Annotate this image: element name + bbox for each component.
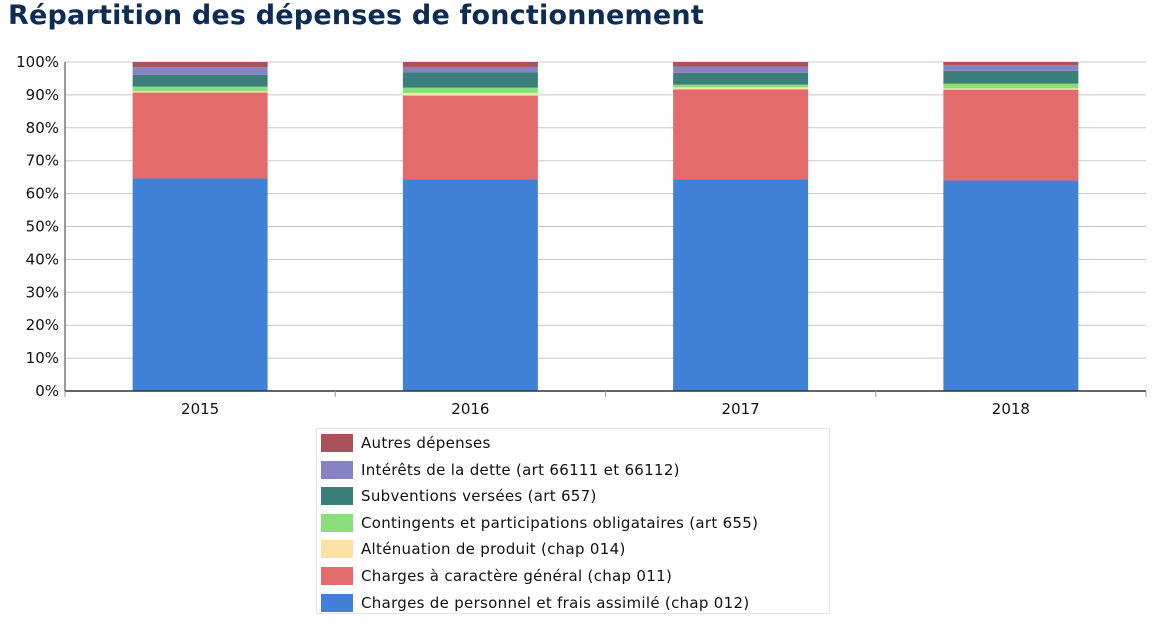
bar-segment [673, 179, 809, 391]
y-tick-label: 70% [26, 152, 59, 170]
x-tick-label: 2015 [181, 400, 219, 418]
legend: Autres dépenses Intérêts de la dette (art… [316, 428, 830, 614]
y-tick-label: 20% [26, 316, 59, 334]
bar-segment [943, 88, 1079, 90]
y-tick-label: 40% [26, 250, 59, 268]
legend-swatch [321, 434, 353, 452]
legend-item: Subventions versées (art 657) [321, 485, 597, 507]
y-tick-label: 30% [26, 283, 59, 301]
y-tick-label: 80% [26, 119, 59, 137]
bar-segment [673, 89, 809, 180]
stacked-bar-chart: 0%10%20%30%40%50%60%70%80%90%100% 2015 20… [16, 53, 1147, 418]
bar-segment [673, 84, 809, 88]
bar-segment [402, 62, 538, 67]
legend-label: Contingents et participations obligatair… [361, 513, 759, 532]
bar-segment [132, 92, 268, 179]
y-tick-label: 10% [26, 349, 59, 367]
x-tick-label: 2018 [992, 400, 1030, 418]
bar-segment [402, 179, 538, 391]
legend-label: Charges de personnel et frais assimilé (… [361, 593, 750, 612]
bar-segment [402, 66, 538, 73]
bar-segment [132, 74, 268, 87]
bar-segment [402, 72, 538, 88]
legend-swatch [321, 540, 353, 559]
x-tick-labels: 2015 2016 2017 2018 [181, 400, 1030, 418]
legend-item: Intérêts de la dette (art 66111 et 66112… [321, 459, 680, 481]
bar-segment [132, 178, 268, 391]
bar-segment [402, 87, 538, 93]
y-tick-label: 50% [26, 218, 59, 236]
bar-segment [943, 83, 1079, 89]
legend-label: Autres dépenses [361, 434, 491, 452]
bar-segment [673, 72, 809, 85]
legend-swatch [321, 567, 353, 585]
bar-segment [943, 62, 1079, 66]
bar-segment [943, 89, 1079, 181]
legend-label: Intérêts de la dette (art 66111 et 66112… [361, 460, 680, 479]
legend-swatch [321, 460, 353, 479]
bar-segment [132, 86, 268, 92]
y-tick-label: 90% [26, 86, 59, 104]
bar-segment [943, 180, 1079, 391]
legend-label: Subventions versées (art 657) [361, 487, 597, 506]
bar-segment [132, 91, 268, 93]
legend-item: Autres dépenses [321, 432, 491, 454]
bars [132, 62, 1079, 391]
axes [64, 62, 1147, 397]
y-tick-label: 0% [35, 382, 59, 400]
bar-segment [943, 65, 1079, 71]
legend-label: Alténuation de produit (chap 014) [361, 540, 626, 559]
legend-swatch [321, 593, 353, 612]
chart-title: Répartition des dépenses de fonctionneme… [8, 0, 704, 31]
legend-item: Charges de personnel et frais assimilé (… [321, 592, 749, 614]
bar-segment [132, 62, 268, 68]
y-tick-label: 60% [26, 185, 59, 203]
y-tick-label: 100% [16, 53, 59, 71]
legend-swatch [321, 513, 353, 532]
x-tick-label: 2017 [722, 400, 760, 418]
x-tick-label: 2016 [451, 400, 489, 418]
legend-swatch [321, 487, 353, 506]
legend-label: Charges à caractère général (chap 011) [361, 567, 673, 585]
bar-segment [943, 70, 1079, 84]
bar-segment [673, 62, 809, 67]
legend-item: Contingents et participations obligatair… [321, 512, 758, 534]
legend-item: Alténuation de produit (chap 014) [321, 538, 626, 560]
bar-segment [673, 87, 809, 90]
y-tick-labels: 0% 10% 20% 30% 40% 50% 60% 70% 80% 90% 100% [16, 53, 59, 400]
bar-segment [402, 95, 538, 180]
legend-item: Charges à caractère général (chap 011) [321, 565, 672, 587]
bar-segment [673, 66, 809, 73]
bar-segment [402, 92, 538, 96]
bar-segment [132, 67, 268, 75]
